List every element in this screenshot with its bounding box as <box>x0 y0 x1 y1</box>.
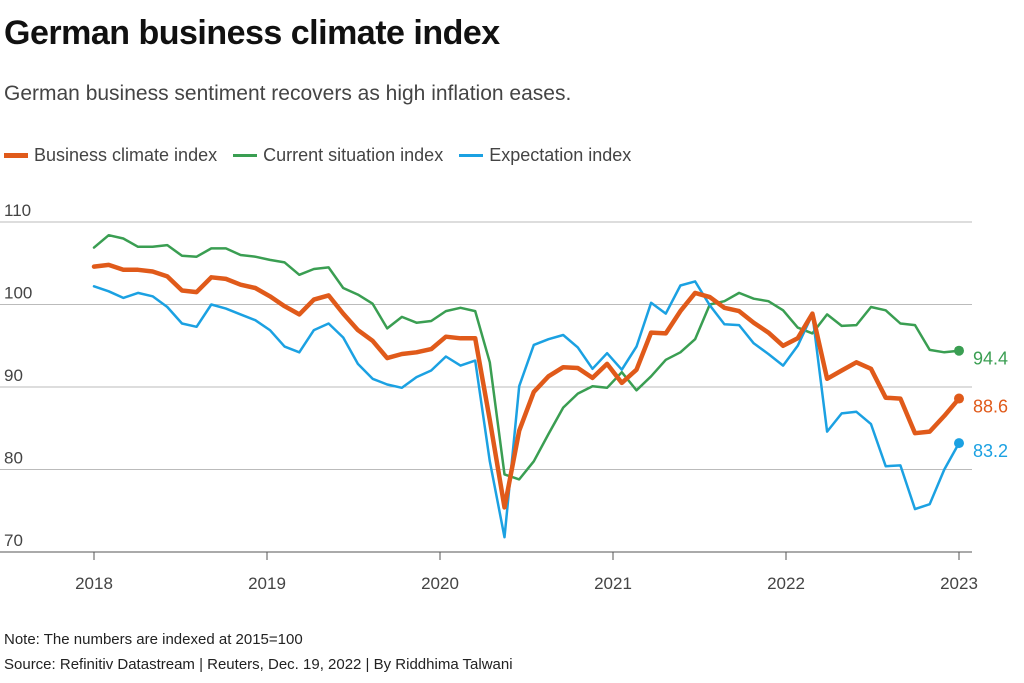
end-value-label: 94.4 <box>973 349 1008 369</box>
x-tick-label: 2020 <box>421 574 459 593</box>
y-tick-label: 100 <box>4 284 32 303</box>
legend-item-expectation: Expectation index <box>459 145 631 166</box>
series-line-business-climate-index <box>91 262 962 510</box>
legend-label-current-situation: Current situation index <box>263 145 444 165</box>
y-tick-label: 80 <box>4 449 23 468</box>
end-value-label: 83.2 <box>973 441 1008 461</box>
end-point-current-situation-index <box>954 345 964 356</box>
legend-item-current-situation: Current situation index <box>233 145 443 166</box>
x-tick-label: 2019 <box>248 574 286 593</box>
legend-swatch-expectation <box>459 154 484 157</box>
end-point-expectation-index <box>954 438 964 449</box>
series-line-current-situation-index <box>92 233 961 481</box>
legend-label-expectation: Expectation index <box>489 145 632 165</box>
line-chart: 70 80 90 100 110 2018 2019 2020 2021 2022 2023 94… <box>0 201 1008 593</box>
end-value-label: 88.6 <box>973 397 1008 417</box>
legend-label-business-climate: Business climate index <box>34 145 218 165</box>
y-tick-label: 90 <box>4 366 23 385</box>
chart-subtitle: German business sentiment recovers as hi… <box>4 82 572 105</box>
y-tick-label: 110 <box>4 201 31 220</box>
legend-item-business-climate: Business climate index <box>4 145 217 166</box>
end-point-business-climate-index <box>954 393 964 404</box>
chart-title: German business climate index <box>4 14 500 52</box>
legend-swatch-current-situation <box>233 154 258 157</box>
chart-note: Note: The numbers are indexed at 2015=10… <box>4 631 303 648</box>
x-tick-label: 2018 <box>75 574 113 593</box>
chart-source: Source: Refinitiv Datastream | Reuters, … <box>4 656 513 673</box>
legend-swatch-business-climate <box>4 153 28 158</box>
y-tick-label: 70 <box>4 531 23 550</box>
x-tick-label: 2023 <box>940 574 978 593</box>
x-tick-label: 2021 <box>594 574 632 593</box>
legend: Business climate index Current situation… <box>4 145 647 166</box>
x-tick-label: 2022 <box>767 574 805 593</box>
